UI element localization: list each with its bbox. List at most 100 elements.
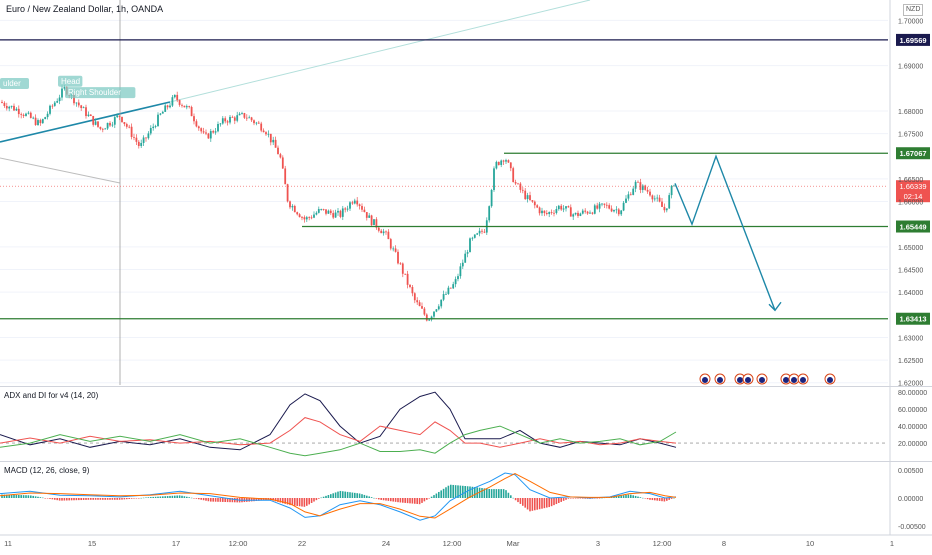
candle-body (478, 230, 481, 234)
bear-candle (135, 134, 138, 146)
macd-histogram-bar (668, 498, 670, 500)
macd-histogram-bar (438, 491, 440, 498)
candle-body (389, 239, 392, 249)
economic-event-marker (824, 373, 836, 385)
bear-candle (629, 192, 632, 196)
bull-candle (601, 203, 603, 207)
event-flag (827, 377, 833, 383)
price-tick-label: 1.63000 (898, 335, 923, 342)
macd-histogram-bar (181, 495, 183, 498)
macd-histogram-bar (176, 495, 178, 498)
candle-body (130, 126, 133, 137)
bull-candle (214, 127, 217, 135)
macd-histogram-bar (94, 498, 97, 500)
macd-histogram-bar (142, 497, 145, 499)
candle-body (63, 87, 66, 89)
candle-body (245, 117, 248, 119)
candle-body (101, 128, 104, 130)
candle-body (598, 203, 601, 209)
candle-body (409, 284, 411, 288)
candle-body (634, 181, 637, 189)
candle-body (157, 114, 159, 127)
macd-histogram-bar (80, 498, 82, 501)
annotation-bg (58, 75, 83, 87)
macd-histogram-bar (169, 495, 171, 498)
macd-histogram-bar (430, 496, 433, 498)
time-tick-label: 12:00 (653, 539, 672, 548)
bull-candle (562, 205, 565, 213)
candle-body (322, 209, 325, 210)
bull-candle (490, 188, 493, 208)
macd-histogram-bar (428, 498, 430, 499)
bull-candle (437, 304, 440, 311)
bear-candle (197, 125, 200, 131)
bull-candle (305, 215, 308, 223)
macd-histogram-bar (22, 495, 25, 498)
event-flag (717, 377, 723, 383)
candle-body (553, 212, 555, 214)
macd-histogram-bar (99, 498, 102, 500)
macd-histogram-bar (174, 495, 176, 498)
time-tick-label: 8 (722, 539, 726, 548)
price-tick-label: 1.67500 (898, 132, 923, 139)
candle-body (104, 128, 107, 130)
bear-candle (231, 115, 234, 118)
candle-body (236, 115, 239, 121)
event-flag (783, 377, 789, 383)
candle-body (20, 114, 23, 115)
candle-body (596, 205, 599, 209)
candle-body (284, 168, 287, 185)
bear-candle (289, 200, 291, 210)
bull-candle (27, 111, 30, 115)
macd-histogram-bar (332, 493, 334, 498)
bull-candle (241, 111, 243, 115)
candle-body (375, 219, 378, 228)
candle-body (565, 206, 567, 209)
bear-candle (137, 140, 140, 149)
macd-histogram-bar (258, 498, 260, 501)
bear-candle (20, 112, 23, 119)
bull-candle (313, 211, 315, 219)
macd-histogram-bar (390, 498, 392, 502)
candle-body (17, 108, 20, 115)
bear-candle (85, 104, 87, 119)
macd-histogram-bar (90, 498, 92, 500)
bull-candle (56, 98, 59, 104)
time-tick-label: 3 (596, 539, 600, 548)
bear-candle (274, 136, 277, 148)
candle-body (385, 231, 387, 233)
macd-histogram-bar (301, 498, 303, 507)
bull-candle (495, 160, 498, 170)
bull-candle (169, 102, 171, 109)
bull-candle (291, 204, 294, 211)
macd-histogram-bar (584, 498, 586, 499)
macd-histogram-bar (524, 498, 526, 508)
macd-series-line (0, 473, 677, 519)
bear-candle (233, 116, 236, 125)
macd-histogram-bar (522, 498, 524, 506)
bull-candle (632, 186, 635, 196)
candle-body (620, 210, 623, 215)
annotation-label: ulder (3, 79, 21, 88)
adx-di-tick-label: 40.00000 (898, 424, 927, 431)
macd-histogram-bar (308, 498, 310, 505)
price-tick-label: 1.66500 (898, 177, 923, 184)
currency-badge[interactable]: NZD (903, 4, 924, 16)
candle-body (651, 195, 654, 200)
candle-body (483, 231, 486, 233)
bull-candle (58, 94, 61, 105)
bull-candle (94, 118, 97, 126)
price-tick-label: 1.65000 (898, 245, 923, 252)
macd-histogram-bar (495, 489, 498, 498)
bull-candle (75, 102, 78, 107)
candle-body (178, 100, 181, 105)
event-markers[interactable] (699, 373, 836, 385)
macd-histogram-bar (20, 495, 22, 498)
macd-histogram-bar (615, 496, 618, 498)
macd-histogram-bar (294, 498, 296, 506)
candle-body (545, 213, 548, 215)
macd-histogram-bar (529, 498, 531, 512)
bear-candle (207, 132, 210, 139)
